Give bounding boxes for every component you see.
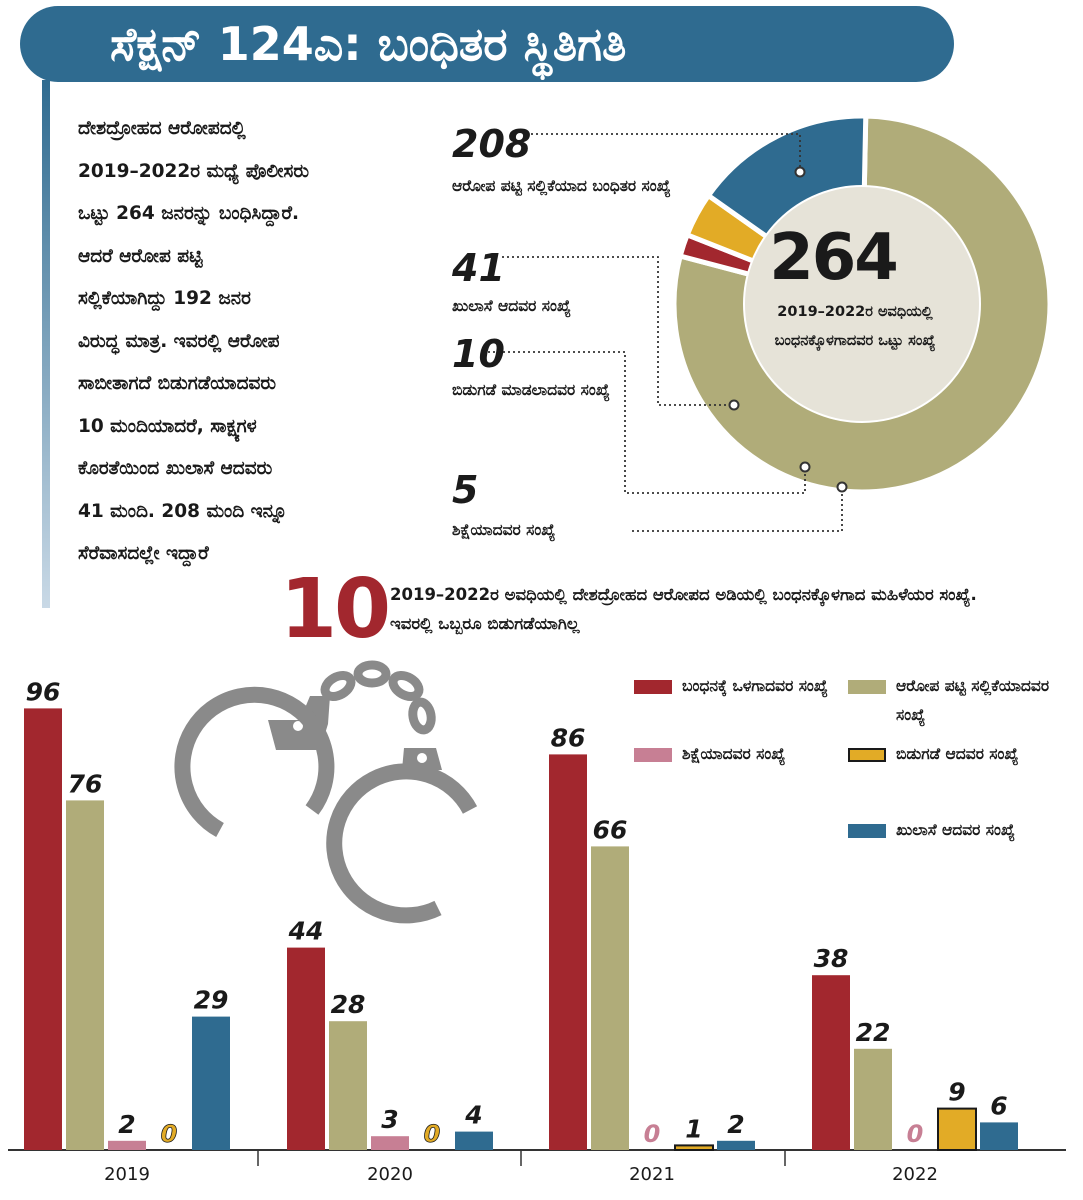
bar-2022-4	[980, 1122, 1018, 1150]
data-label: 86	[551, 723, 586, 752]
legend-label: ಖುಲಾಸೆ ಆದವರ ಸಂಖ್ಯೆ	[896, 821, 1015, 839]
leader-line-convicted	[632, 488, 843, 532]
title-banner: ಸೆಕ್ಷನ್ 124ಎ: ಬಂಧಿತರ ಸ್ಥಿತಿಗತಿ	[20, 6, 954, 82]
x-tick-label: 2022	[892, 1164, 938, 1185]
bar-2022-1	[854, 1048, 892, 1150]
intro-line: ಸಾಬೀತಾಗದೆ ಬಿಡುಗಡೆಯಾದವರು	[78, 373, 277, 394]
intro-line: 10 ಮಂದಿಯಾದರೆ, ಸಾಕ್ಷ್ಯಗಳ	[78, 415, 257, 437]
data-label: 0	[644, 1120, 661, 1148]
bar-2020-0	[287, 947, 325, 1150]
data-label: 29	[194, 986, 229, 1015]
page-title: ಸೆಕ್ಷನ್ 124ಎ: ಬಂಧಿತರ ಸ್ಥಿತಿಗತಿ	[110, 17, 627, 71]
intro-line: 2019–2022ರ ಮಧ್ಯೆ ಪೊಲೀಸರು	[78, 160, 310, 182]
intro-line: ವಿರುದ್ಧ ಮಾತ್ರ. ಇವರಲ್ಲಿ ಆರೋಪ	[78, 330, 280, 352]
data-label: 9	[948, 1078, 965, 1107]
intro-line: ಸೆರೆವಾಸದಲ್ಲೇ ಇದ್ದಾರೆ	[78, 543, 209, 564]
bar-2019-0	[24, 708, 62, 1150]
data-label: 0	[907, 1120, 924, 1148]
stat-label-convicted: ಶಿಕ್ಷೆಯಾದವರ ಸಂಖ್ಯೆ	[452, 521, 556, 539]
side-accent-bar	[42, 80, 50, 608]
data-label: 66	[593, 815, 628, 844]
legend-swatch	[634, 748, 672, 762]
bar-2019-1	[66, 800, 104, 1150]
stat-label-acquitted: ಖುಲಾಸೆ ಆದವರ ಸಂಖ್ಯೆ	[452, 297, 571, 315]
leader-dot	[799, 461, 811, 473]
legend-swatch	[848, 824, 886, 838]
legend-swatch	[848, 748, 886, 762]
leader-dot	[836, 481, 848, 493]
bar-2020-2	[371, 1136, 409, 1150]
leader-line-acquitted	[502, 256, 732, 406]
bar-2020-1	[329, 1021, 367, 1150]
bar-2022-0	[812, 975, 850, 1150]
bar-2019-2	[108, 1140, 146, 1150]
intro-paragraph: ದೇಶದ್ರೋಹದ ಆರೋಪದಲ್ಲಿ 2019–2022ರ ಮಧ್ಯೆ ಪೊಲ…	[78, 108, 408, 576]
bar-2021-4	[717, 1140, 755, 1150]
data-label: 76	[68, 769, 103, 798]
leader-dot	[728, 399, 740, 411]
intro-line: ಒಟ್ಟು 264 ಜನರನ್ನು ಬಂಧಿಸಿದ್ದಾರೆ.	[78, 203, 300, 224]
donut-center-label: 2019–2022ರ ಅವಧಿಯಲ್ಲಿ ಬಂಧನಕ್ಕೊಳಗಾದವರ ಒಟ್ಟ…	[774, 304, 936, 349]
x-tick-label: 2021	[629, 1164, 675, 1185]
donut-center-value: 264	[769, 221, 899, 295]
bar-2021-0	[549, 754, 587, 1150]
bar-2019-4	[192, 1016, 230, 1150]
data-label: 38	[814, 944, 849, 973]
data-label: 2	[727, 1110, 744, 1139]
legend-swatch	[634, 680, 672, 694]
data-label: 22	[856, 1018, 891, 1047]
stat-value-chargesheeted: 208	[452, 122, 532, 166]
handcuffs-icon	[174, 660, 478, 924]
bar-2021-3	[674, 1144, 714, 1152]
data-label: 0	[161, 1120, 178, 1148]
stat-value-released: 10	[452, 332, 505, 376]
legend-label: ಶಿಕ್ಷೆಯಾದವರ ಸಂಖ್ಯೆ	[682, 745, 786, 763]
data-label: 3	[381, 1105, 398, 1134]
legend-swatch	[848, 680, 886, 694]
data-label: 2	[118, 1110, 135, 1139]
legend-label: ಬಂಧನಕ್ಕೆ ಒಳಗಾದವರ ಸಂಖ್ಯೆ	[682, 677, 828, 695]
legend-label: ಆರೋಪ ಪಟ್ಟಿ ಸಲ್ಲಿಕೆಯಾದವರ ಸಂಖ್ಯೆ	[896, 677, 1050, 724]
leader-line-chargesheeted	[526, 133, 801, 170]
data-label: 44	[288, 917, 324, 946]
data-label: 0	[424, 1120, 441, 1148]
bar-2020-4	[455, 1131, 493, 1150]
bar-2021-1	[591, 846, 629, 1150]
bar-2022-3	[937, 1107, 977, 1151]
x-tick-label: 2020	[367, 1164, 413, 1185]
x-tick-label: 2019	[104, 1164, 150, 1185]
leader-line-released	[488, 351, 806, 494]
data-label: 28	[331, 990, 366, 1019]
stat-label-chargesheeted: ಆರೋಪ ಪಟ್ಟಿ ಸಲ್ಲಿಕೆಯಾದ ಬಂಧಿತರ ಸಂಖ್ಯೆ	[452, 177, 671, 195]
stat-label-released: ಬಿಡುಗಡೆ ಮಾಡಲಾದವರ ಸಂಖ್ಯೆ	[452, 381, 610, 399]
data-label: 6	[990, 1091, 1007, 1120]
data-label: 1	[685, 1114, 702, 1143]
stat-value-convicted: 5	[452, 468, 479, 512]
data-label: 96	[26, 677, 61, 706]
donut-center	[743, 185, 981, 423]
intro-line: ಕೊರತೆಯಿಂದ ಖುಲಾಸೆ ಆದವರು	[78, 458, 273, 479]
intro-line: ಸಲ್ಲಿಕೆಯಾಗಿದ್ದು 192 ಜನರ	[78, 288, 251, 309]
leader-dot	[794, 166, 806, 178]
women-arrested-value: 10	[280, 562, 391, 657]
donut-chart	[488, 116, 1050, 532]
women-arrested-note: 2019–2022ರ ಅವಧಿಯಲ್ಲಿ ದೇಶದ್ರೋಹದ ಆರೋಪದ ಅಡಿ…	[390, 585, 977, 633]
intro-line: ದೇಶದ್ರೋಹದ ಆರೋಪದಲ್ಲಿ	[78, 118, 246, 139]
intro-line: ಆದರೆ ಆರೋಪ ಪಟ್ಟಿ	[78, 245, 203, 267]
legend-label: ಬಿಡುಗಡೆ ಆದವರ ಸಂಖ್ಯೆ	[896, 745, 1019, 763]
stat-value-acquitted: 41	[452, 246, 505, 290]
data-label: 4	[464, 1101, 482, 1130]
intro-line: 41 ಮಂದಿ. 208 ಮಂದಿ ಇನ್ನೂ	[78, 500, 288, 522]
